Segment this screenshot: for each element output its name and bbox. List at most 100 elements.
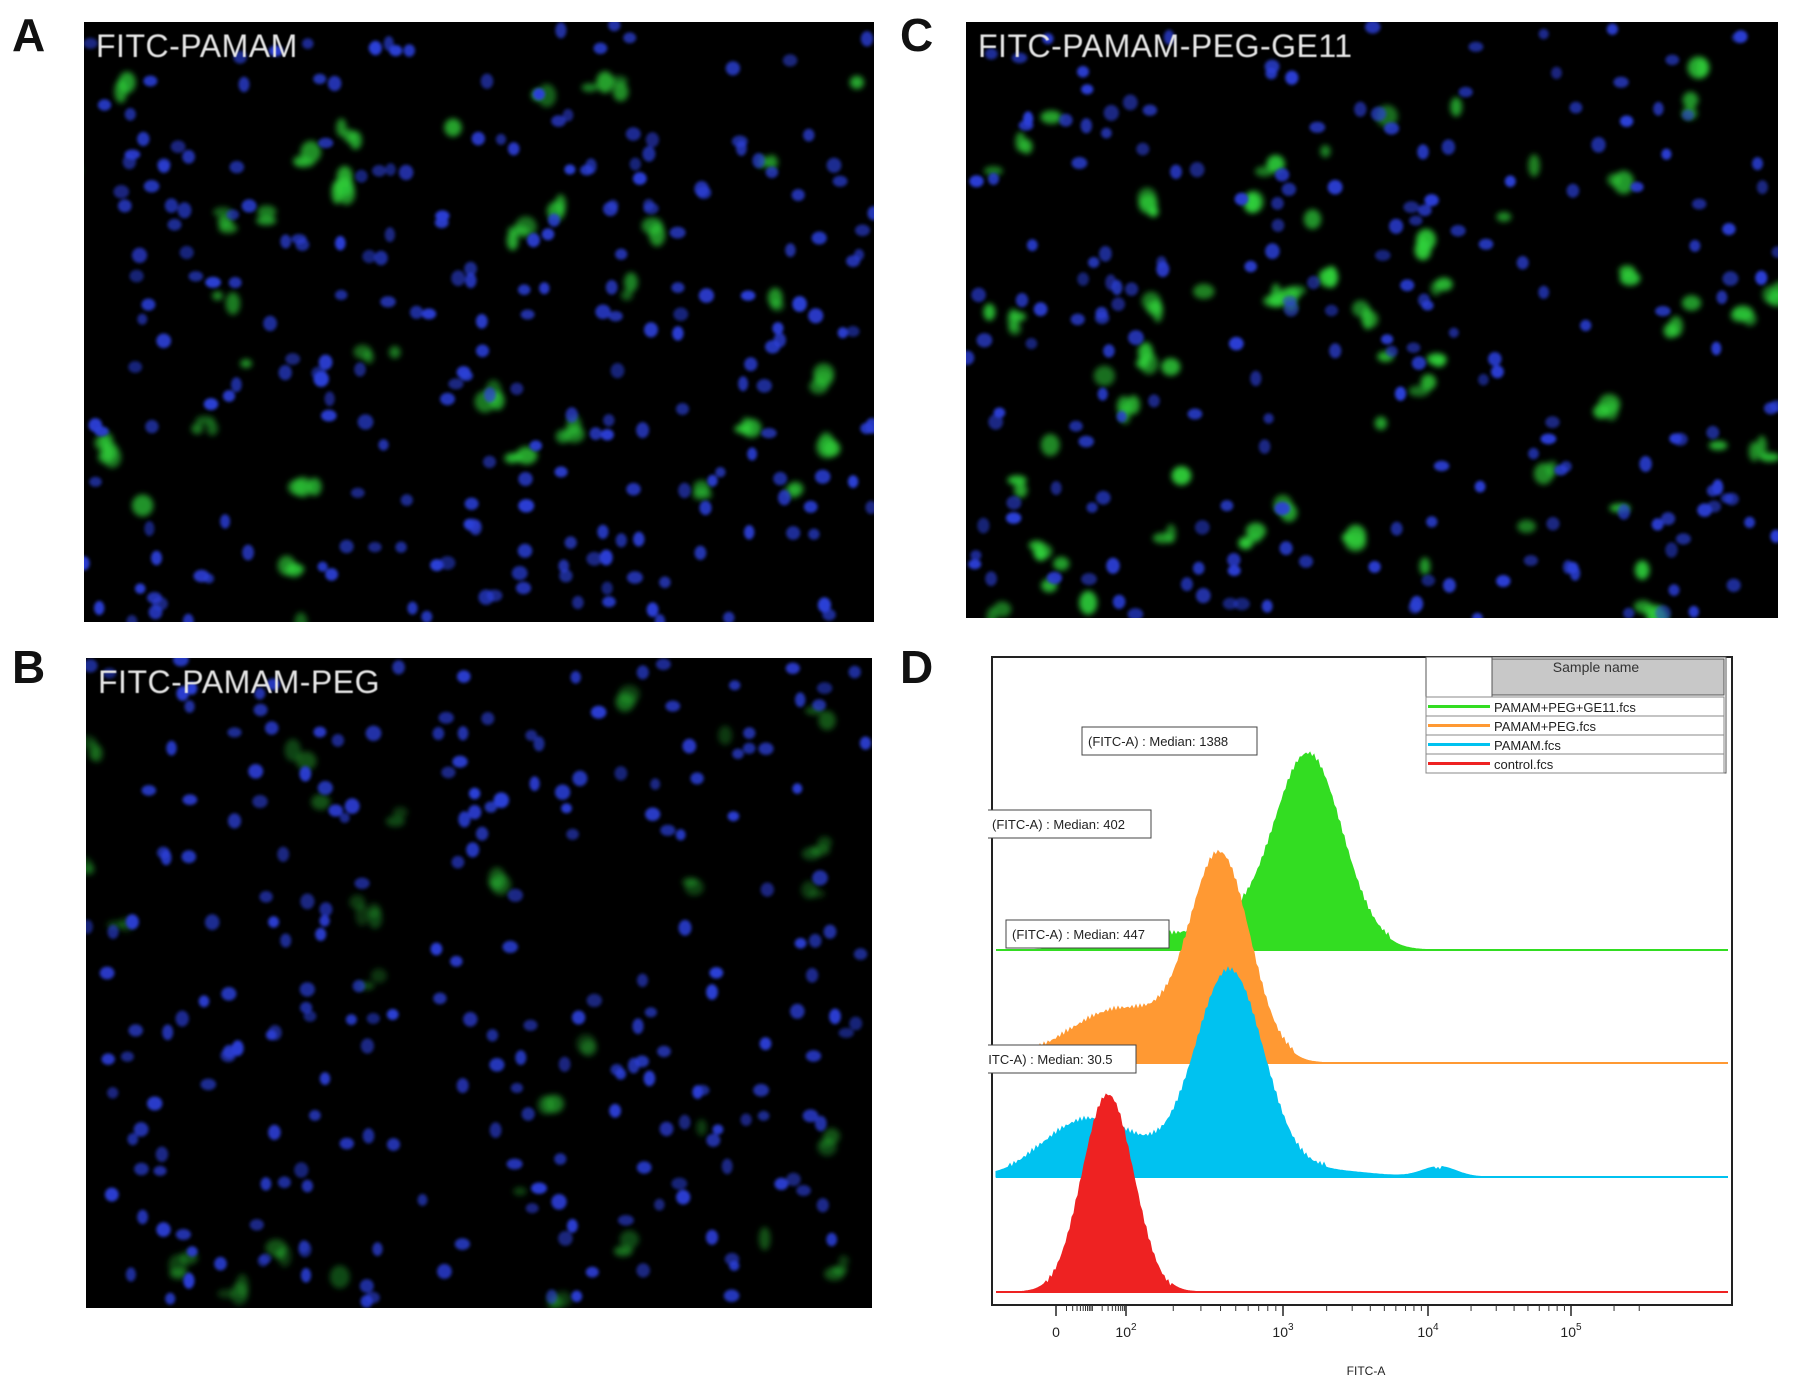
legend-header-bg: [1491, 658, 1725, 696]
nucleus: [301, 1179, 313, 1193]
nucleus: [241, 199, 257, 213]
nucleus: [278, 365, 292, 381]
nucleus: [1771, 246, 1778, 258]
nucleus: [1770, 529, 1778, 543]
nucleus: [242, 544, 255, 561]
nucleus: [448, 378, 464, 390]
nucleus: [566, 828, 579, 840]
nucleus: [1655, 306, 1671, 317]
nucleus: [977, 517, 990, 534]
nucleus: [101, 1053, 115, 1065]
nucleus: [403, 44, 415, 57]
nucleus: [802, 1109, 819, 1123]
nucleus: [166, 740, 177, 756]
nucleus: [599, 549, 613, 566]
fitc-signal: [86, 864, 95, 875]
nucleus: [808, 308, 824, 324]
nucleus: [160, 849, 172, 866]
nucleus: [1756, 180, 1768, 195]
nucleus: [565, 407, 578, 423]
nucleus: [357, 414, 374, 430]
nucleus: [829, 1008, 841, 1025]
nucleus: [636, 422, 650, 439]
legend-entry: PAMAM+PEG+GE11.fcs: [1494, 700, 1636, 715]
fitc-signal: [488, 867, 506, 891]
flow-chart-svg: (FITC-A) : Median: 1388 (FITC-A) : Median…: [969, 656, 1733, 1378]
nucleus: [177, 202, 192, 219]
nucleus: [368, 42, 379, 54]
nucleus: [865, 500, 874, 514]
nucleus: [193, 569, 210, 583]
nucleus: [615, 248, 628, 260]
nucleus: [1707, 500, 1722, 513]
nucleus: [644, 1007, 658, 1018]
nucleus: [468, 787, 481, 800]
nucleus: [84, 556, 90, 571]
fitc-signal: [619, 1230, 640, 1249]
nucleus: [1478, 373, 1489, 386]
nucleus: [328, 804, 343, 817]
nucleus: [299, 982, 315, 997]
nucleus: [1015, 293, 1029, 308]
nucleus: [985, 571, 997, 586]
nucleus: [554, 1153, 567, 1165]
nucleus: [137, 131, 150, 147]
nucleus: [1354, 101, 1367, 117]
nucleus: [772, 322, 784, 335]
nucleus: [182, 613, 194, 622]
nucleus: [170, 140, 186, 153]
nucleus: [489, 1058, 505, 1072]
nucleus: [350, 487, 365, 498]
fitc-signal: [620, 289, 633, 301]
nucleus: [233, 50, 247, 64]
nucleus: [678, 482, 691, 499]
nucleus: [650, 778, 661, 790]
legend-header: Sample name: [1553, 659, 1640, 675]
nucleus: [1005, 512, 1022, 524]
nucleus: [847, 475, 859, 488]
nucleus: [1566, 183, 1580, 198]
nucleus: [176, 686, 189, 701]
nucleus: [1018, 120, 1034, 131]
nucleus: [659, 576, 671, 589]
nucleus: [395, 541, 407, 553]
nucleus: [457, 670, 471, 683]
nucleus: [354, 362, 366, 377]
nucleus: [231, 377, 242, 393]
nucleus: [645, 807, 661, 821]
nucleus: [643, 1070, 656, 1087]
nucleus: [627, 1057, 640, 1074]
nucleus: [1591, 137, 1606, 153]
nucleus: [1681, 109, 1695, 121]
nucleus: [968, 559, 982, 570]
nucleus: [740, 290, 756, 301]
nucleus: [1478, 238, 1494, 250]
nucleus: [302, 38, 314, 49]
nucleus: [1551, 66, 1562, 80]
nucleus: [705, 1229, 719, 1245]
nucleus: [372, 1242, 383, 1256]
x-axis-label: FITC-A: [1347, 1364, 1386, 1378]
nucleus: [1103, 344, 1115, 358]
nucleus: [515, 581, 532, 595]
nucleus: [1566, 561, 1579, 574]
nucleus: [441, 766, 456, 779]
nucleus: [1528, 447, 1539, 460]
nucleus: [777, 489, 791, 506]
nucleus: [1580, 319, 1592, 332]
nucleus: [706, 984, 718, 1000]
nucleus: [300, 1268, 312, 1283]
nucleus: [1734, 30, 1748, 43]
nucleus: [1244, 260, 1257, 273]
nucleus: [502, 940, 518, 953]
fitc-signal: [1759, 452, 1778, 462]
nucleus: [608, 311, 623, 322]
nucleus: [1653, 101, 1664, 116]
nucleus: [559, 569, 573, 583]
nucleus: [966, 350, 975, 365]
nucleus: [483, 455, 496, 469]
nucleus: [466, 842, 480, 858]
nucleus: [1630, 181, 1644, 193]
nucleus: [1088, 257, 1100, 268]
nucleus: [268, 1124, 281, 1140]
